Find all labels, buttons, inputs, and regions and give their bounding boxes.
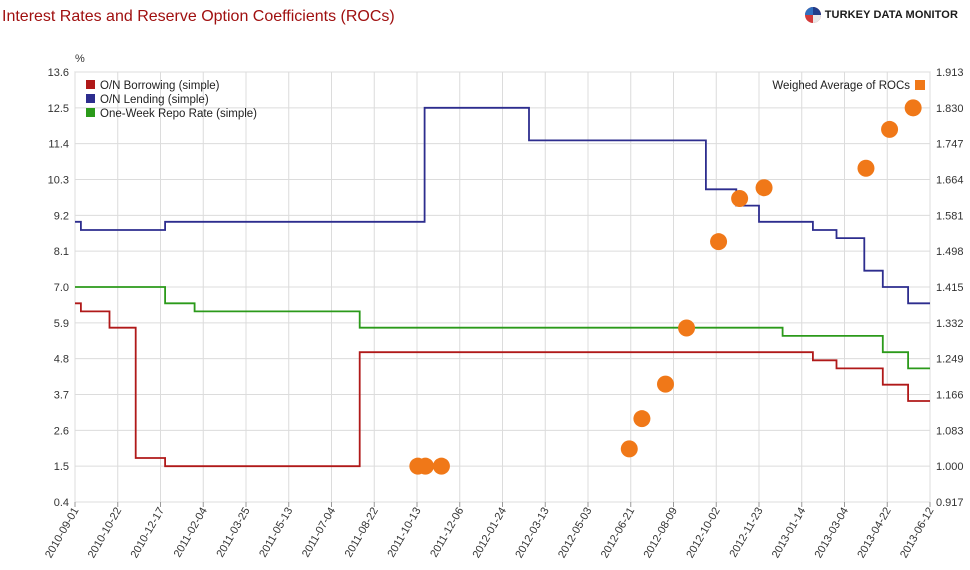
x-tick-label: 2011-12-06 xyxy=(428,506,466,560)
x-tick-label: 2012-10-02 xyxy=(684,506,723,561)
y-right-tick-label: 1.581 xyxy=(936,210,964,222)
x-tick-label: 2012-05-03 xyxy=(556,506,595,561)
x-tick-label: 2010-10-22 xyxy=(86,506,125,561)
y-left-tick-label: 13.6 xyxy=(48,67,69,79)
x-tick-label: 2013-04-22 xyxy=(855,506,894,561)
y-left-tick-label: 10.3 xyxy=(48,175,69,187)
grid-lines xyxy=(74,71,931,503)
roc-point xyxy=(710,233,728,251)
roc-point xyxy=(881,120,899,138)
legend-label-1: O/N Borrowing (simple) xyxy=(100,80,220,92)
series-lines xyxy=(75,106,930,468)
y-left-axis-label: % xyxy=(75,53,85,65)
y-right-tick-label: 1.083 xyxy=(936,425,964,437)
x-tick-label: 2012-11-23 xyxy=(727,506,765,560)
scatter-points xyxy=(409,99,922,475)
roc-point xyxy=(755,179,773,197)
x-axis: 2010-09-01 2010-10-22 2010-12-17 2011-02-04… xyxy=(43,502,937,560)
y-left-tick-label: 5.9 xyxy=(54,318,69,330)
brand-logo: TURKEY DATA MONITOR xyxy=(804,6,958,24)
y-left-tick-label: 1.5 xyxy=(54,461,69,473)
y-left-tick-label: 9.2 xyxy=(54,210,69,222)
roc-point xyxy=(633,410,651,428)
y-left-tick-label: 3.7 xyxy=(54,390,69,402)
x-tick-label: 2011-10-13 xyxy=(385,506,423,560)
roc-point xyxy=(656,375,674,393)
brand-name: TURKEY DATA MONITOR xyxy=(824,9,958,21)
left-axis: 13.6 12.5 11.4 10.3 9.2 8.1 7.0 5.9 4.8 3.7 2.6 1.5… xyxy=(48,53,85,509)
x-tick-label: 2012-06-21 xyxy=(599,506,638,561)
legend-swatch-3 xyxy=(86,108,95,117)
x-tick-label: 2010-12-17 xyxy=(129,506,168,561)
legend: O/N Borrowing (simple) O/N Lending (simpl… xyxy=(86,80,925,120)
y-right-tick-label: 1.166 xyxy=(936,390,964,402)
roc-point xyxy=(620,440,638,458)
roc-point xyxy=(731,189,749,207)
y-left-tick-label: 7.0 xyxy=(54,282,69,294)
chart-title: Interest Rates and Reserve Option Coeffi… xyxy=(2,8,395,25)
y-left-tick-label: 2.6 xyxy=(54,425,69,437)
x-tick-label: 2011-07-04 xyxy=(300,506,338,560)
x-tick-label: 2012-08-09 xyxy=(642,506,681,561)
roc-point xyxy=(416,457,434,475)
x-tick-label: 2011-02-04 xyxy=(172,506,210,560)
x-tick-label: 2013-06-12 xyxy=(898,506,937,561)
y-left-tick-label: 4.8 xyxy=(54,354,69,366)
x-tick-label: 2012-03-13 xyxy=(513,506,552,561)
series-line-1 xyxy=(75,302,930,468)
x-tick-label: 2011-05-13 xyxy=(257,506,295,560)
x-tick-label: 2011-03-25 xyxy=(214,506,252,560)
series-line-3 xyxy=(75,286,930,370)
y-right-tick-label: 1.747 xyxy=(936,139,964,151)
roc-point xyxy=(432,457,450,475)
y-left-tick-label: 0.4 xyxy=(54,497,69,509)
right-axis: 1.913 1.830 1.747 1.664 1.581 1.498 1.415 1.332… xyxy=(936,67,964,509)
x-tick-label: 2013-03-04 xyxy=(813,506,852,561)
legend-swatch-2 xyxy=(86,94,95,103)
y-right-tick-label: 0.917 xyxy=(936,497,964,509)
y-right-tick-label: 1.664 xyxy=(936,175,964,187)
x-tick-label: 2013-01-14 xyxy=(770,506,809,561)
x-tick-label: 2010-09-01 xyxy=(43,506,82,561)
x-tick-label: 2012-01-24 xyxy=(471,506,510,561)
y-right-tick-label: 1.332 xyxy=(936,318,964,330)
y-right-tick-label: 1.000 xyxy=(936,461,964,473)
y-right-tick-label: 1.498 xyxy=(936,246,964,258)
x-tick-label: 2011-08-22 xyxy=(343,506,381,560)
globe-icon xyxy=(804,7,821,23)
legend-label-rocs: Weighed Average of ROCs xyxy=(772,80,910,92)
y-right-tick-label: 1.249 xyxy=(936,354,964,366)
roc-point xyxy=(857,159,875,177)
legend-swatch-1 xyxy=(86,80,95,89)
series-line-2 xyxy=(75,106,930,305)
y-right-tick-label: 1.415 xyxy=(936,282,964,294)
y-left-tick-label: 12.5 xyxy=(48,103,69,115)
roc-point xyxy=(678,319,696,337)
y-left-tick-label: 8.1 xyxy=(54,246,69,258)
legend-label-2: O/N Lending (simple) xyxy=(100,94,209,106)
legend-label-3: One-Week Repo Rate (simple) xyxy=(100,108,257,120)
y-right-tick-label: 1.913 xyxy=(936,67,964,79)
legend-swatch-rocs xyxy=(915,80,925,90)
y-left-tick-label: 11.4 xyxy=(48,139,69,151)
roc-point xyxy=(904,99,922,117)
y-right-tick-label: 1.830 xyxy=(936,103,964,115)
